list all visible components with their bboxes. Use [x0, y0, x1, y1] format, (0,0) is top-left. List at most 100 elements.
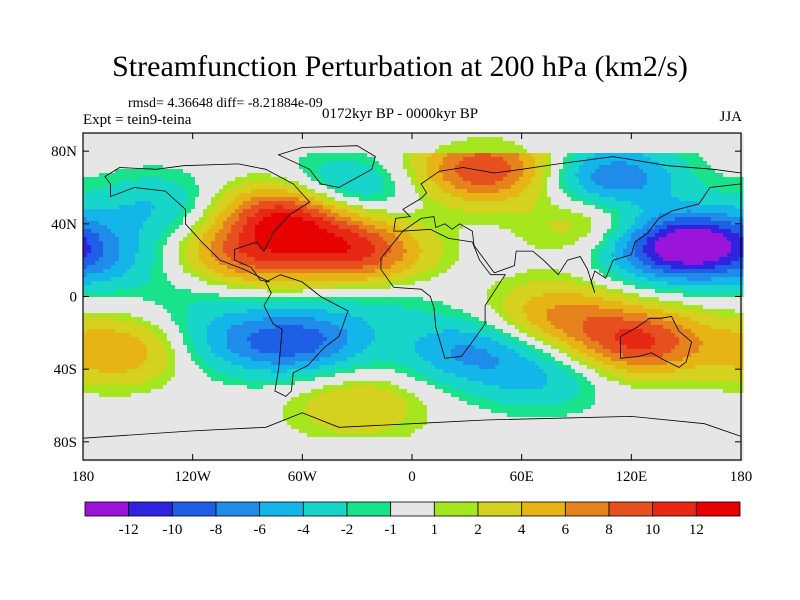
field-cell [319, 245, 324, 250]
field-cell [491, 149, 496, 154]
field-cell [171, 141, 176, 146]
field-cell [495, 165, 500, 170]
field-cell [99, 205, 104, 210]
field-cell [187, 193, 192, 198]
field-cell [683, 233, 688, 238]
field-cell [591, 181, 596, 186]
field-cell [147, 197, 152, 202]
field-cell [683, 141, 688, 146]
field-cell [223, 185, 228, 190]
field-cell [331, 245, 336, 250]
field-cell [319, 133, 324, 138]
field-cell [407, 241, 412, 246]
field-cell [223, 145, 228, 150]
field-cell [283, 249, 288, 254]
field-cell [247, 217, 252, 222]
field-cell [239, 145, 244, 150]
field-cell [255, 157, 260, 162]
field-cell [211, 233, 216, 238]
field-cell [295, 185, 300, 190]
field-cell [227, 245, 232, 250]
field-cell [255, 173, 260, 178]
field-cell [111, 157, 116, 162]
field-cell [127, 141, 132, 146]
field-cell [531, 233, 536, 238]
field-cell [327, 133, 332, 138]
field-cell [595, 153, 600, 158]
field-cell [179, 185, 184, 190]
field-cell [195, 177, 200, 182]
field-cell [123, 249, 128, 254]
field-cell [583, 205, 588, 210]
field-cell [475, 173, 480, 178]
field-cell [343, 225, 348, 230]
field-cell [87, 233, 92, 238]
field-cell [147, 149, 152, 154]
field-cell [439, 141, 444, 146]
field-cell [659, 217, 664, 222]
field-cell [355, 145, 360, 150]
field-cell [163, 241, 168, 246]
field-cell [631, 249, 636, 254]
field-cell [455, 249, 460, 254]
field-cell [195, 161, 200, 166]
field-cell [531, 145, 536, 150]
field-cell [311, 149, 316, 154]
field-cell [459, 197, 464, 202]
field-cell [295, 209, 300, 214]
field-cell [219, 233, 224, 238]
field-cell [359, 157, 364, 162]
field-cell [575, 169, 580, 174]
field-cell [527, 197, 532, 202]
field-cell [707, 193, 712, 198]
field-cell [167, 185, 172, 190]
field-cell [471, 189, 476, 194]
field-cell [435, 173, 440, 178]
field-cell [403, 169, 408, 174]
field-cell [171, 217, 176, 222]
field-cell [439, 133, 444, 138]
field-cell [307, 169, 312, 174]
field-cell [455, 193, 460, 198]
field-cell [439, 137, 444, 142]
field-cell [463, 169, 468, 174]
field-cell [323, 249, 328, 254]
field-cell [175, 165, 180, 170]
field-cell [371, 229, 376, 234]
field-cell [395, 225, 400, 230]
field-cell [627, 177, 632, 182]
field-cell [635, 217, 640, 222]
field-cell [431, 177, 436, 182]
field-cell [147, 141, 152, 146]
field-cell [511, 245, 516, 250]
field-cell [567, 141, 572, 146]
field-cell [243, 189, 248, 194]
field-cell [515, 177, 520, 182]
field-cell [499, 221, 504, 226]
field-cell [295, 237, 300, 242]
field-cell [483, 209, 488, 214]
field-cell [375, 169, 380, 174]
field-cell [647, 249, 652, 254]
field-cell [639, 213, 644, 218]
field-cell [591, 149, 596, 154]
field-cell [379, 221, 384, 226]
field-cell [203, 145, 208, 150]
field-cell [287, 245, 292, 250]
field-cell [603, 193, 608, 198]
field-cell [183, 149, 188, 154]
field-cell [411, 213, 416, 218]
field-cell [135, 137, 140, 142]
field-cell [707, 173, 712, 178]
field-cell [367, 137, 372, 142]
field-cell [655, 213, 660, 218]
field-cell [167, 237, 172, 242]
field-cell [511, 185, 516, 190]
field-cell [135, 201, 140, 206]
field-cell [555, 141, 560, 146]
field-cell [399, 201, 404, 206]
field-cell [571, 221, 576, 226]
field-cell [555, 229, 560, 234]
field-cell [367, 213, 372, 218]
field-cell [179, 201, 184, 206]
